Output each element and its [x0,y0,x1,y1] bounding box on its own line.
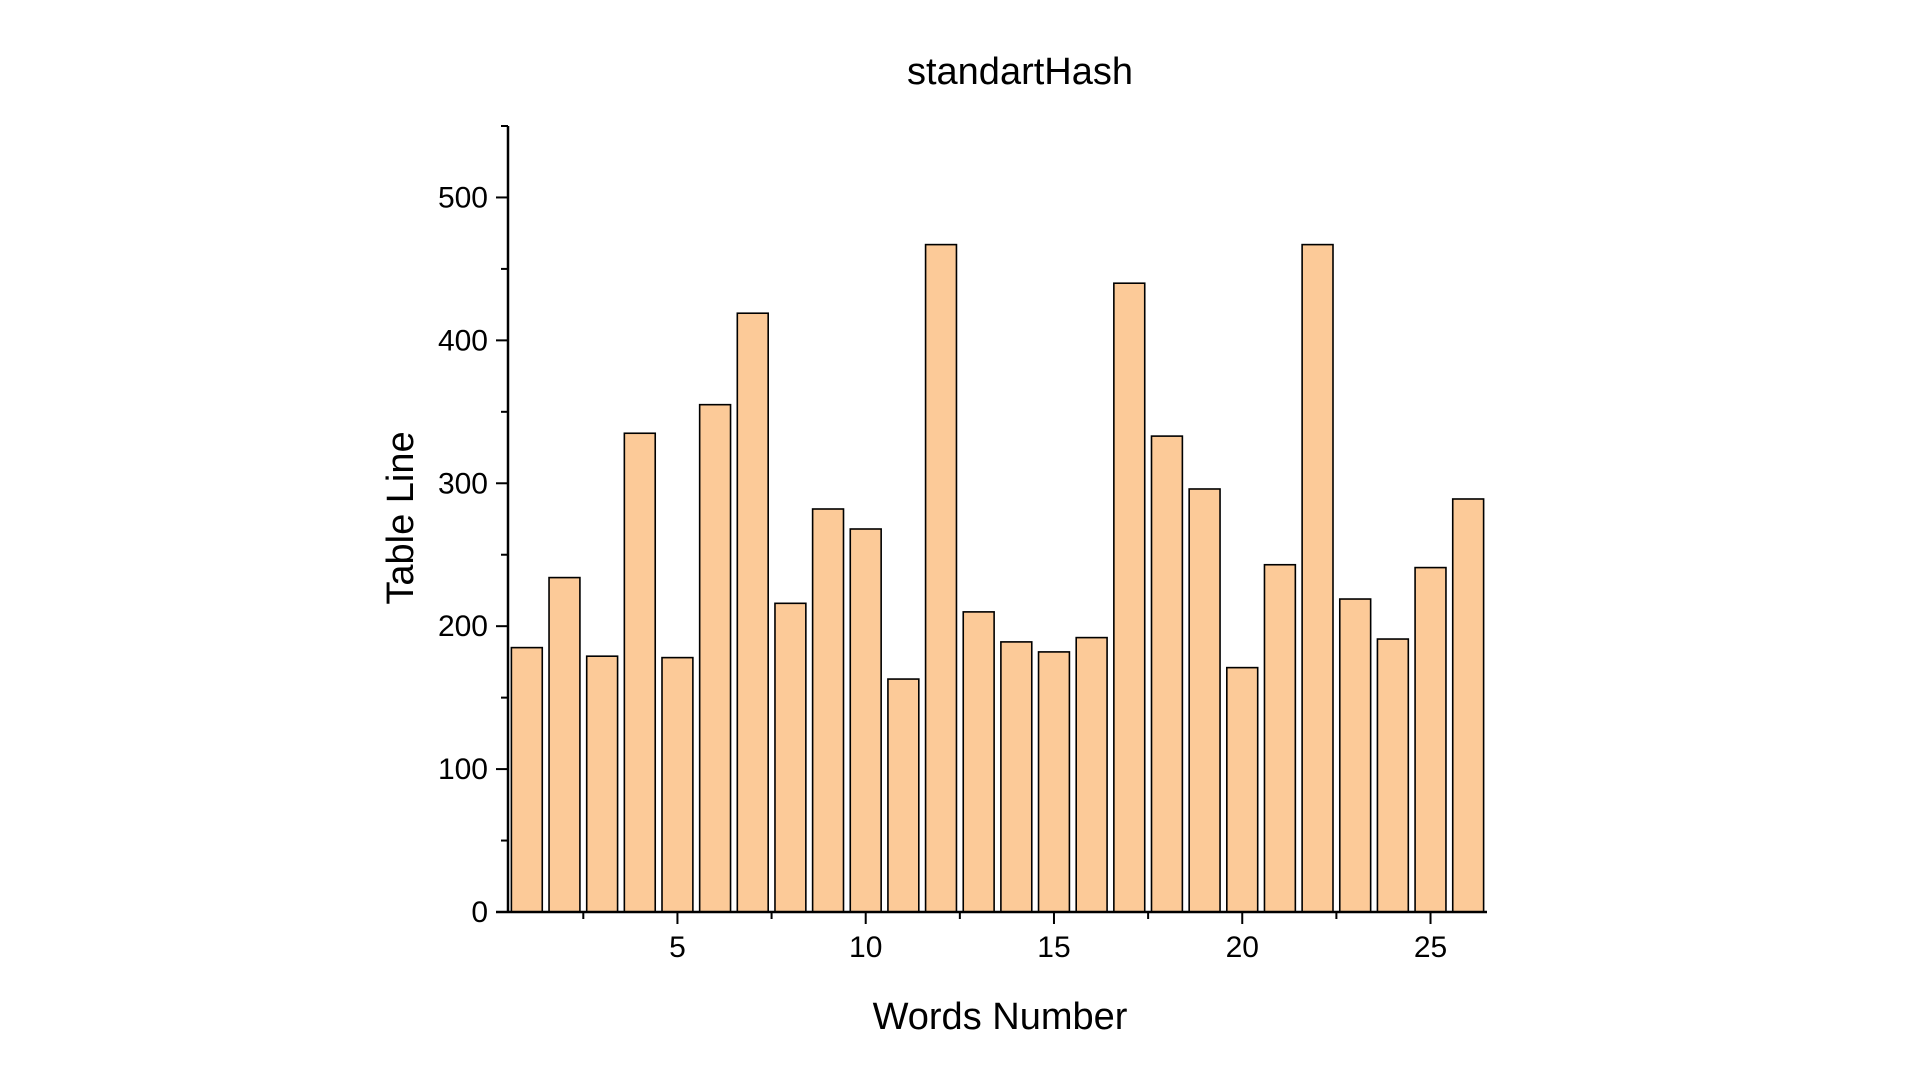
bar-12 [924,243,958,913]
bar-6 [698,403,732,913]
y-tick-label-500: 500 [438,181,488,214]
bar-18 [1150,435,1184,913]
bar-3 [585,655,619,913]
y-tick-label-0: 0 [471,896,488,929]
bars-group [510,243,1485,913]
bar-17 [1113,282,1146,913]
bar-1 [510,646,544,913]
bar-14 [1000,641,1033,913]
x-axis-title: Words Number [873,996,1128,1038]
bar-9 [811,508,845,913]
x-tick-label-25: 25 [1414,931,1447,964]
bar-5 [661,656,694,913]
y-tick-label-100: 100 [438,753,488,786]
bar-25 [1414,566,1447,913]
x-tick-label-5: 5 [669,931,686,964]
x-tick-label-10: 10 [849,931,882,964]
y-tick-label-200: 200 [438,610,488,643]
chart-title: standartHash [907,51,1133,93]
x-tick-label-15: 15 [1037,931,1070,964]
x-ticks-group: 5 10 15 20 25 [582,912,1447,964]
bar-16 [1075,636,1108,913]
bar-13 [962,611,995,913]
bar-20 [1226,666,1259,913]
bar-10 [849,528,882,913]
bar-4 [623,432,657,913]
bar-15 [1037,651,1071,913]
bar-26 [1451,498,1485,913]
bar-19 [1188,488,1221,913]
bar-22 [1301,243,1334,913]
bar-11 [887,678,920,913]
bar-23 [1338,598,1372,913]
bar-2 [548,576,581,913]
y-axis-title: Table Line [380,431,422,604]
bar-21 [1263,563,1297,913]
axes-group [496,126,1487,914]
y-tick-label-400: 400 [438,324,488,357]
x-tick-label-20: 20 [1226,931,1259,964]
y-ticks-group: 0 100 200 300 400 500 [438,125,508,929]
bar-7 [736,312,769,913]
y-tick-label-300: 300 [438,467,488,500]
bar-24 [1376,638,1410,913]
bar-8 [774,602,807,913]
